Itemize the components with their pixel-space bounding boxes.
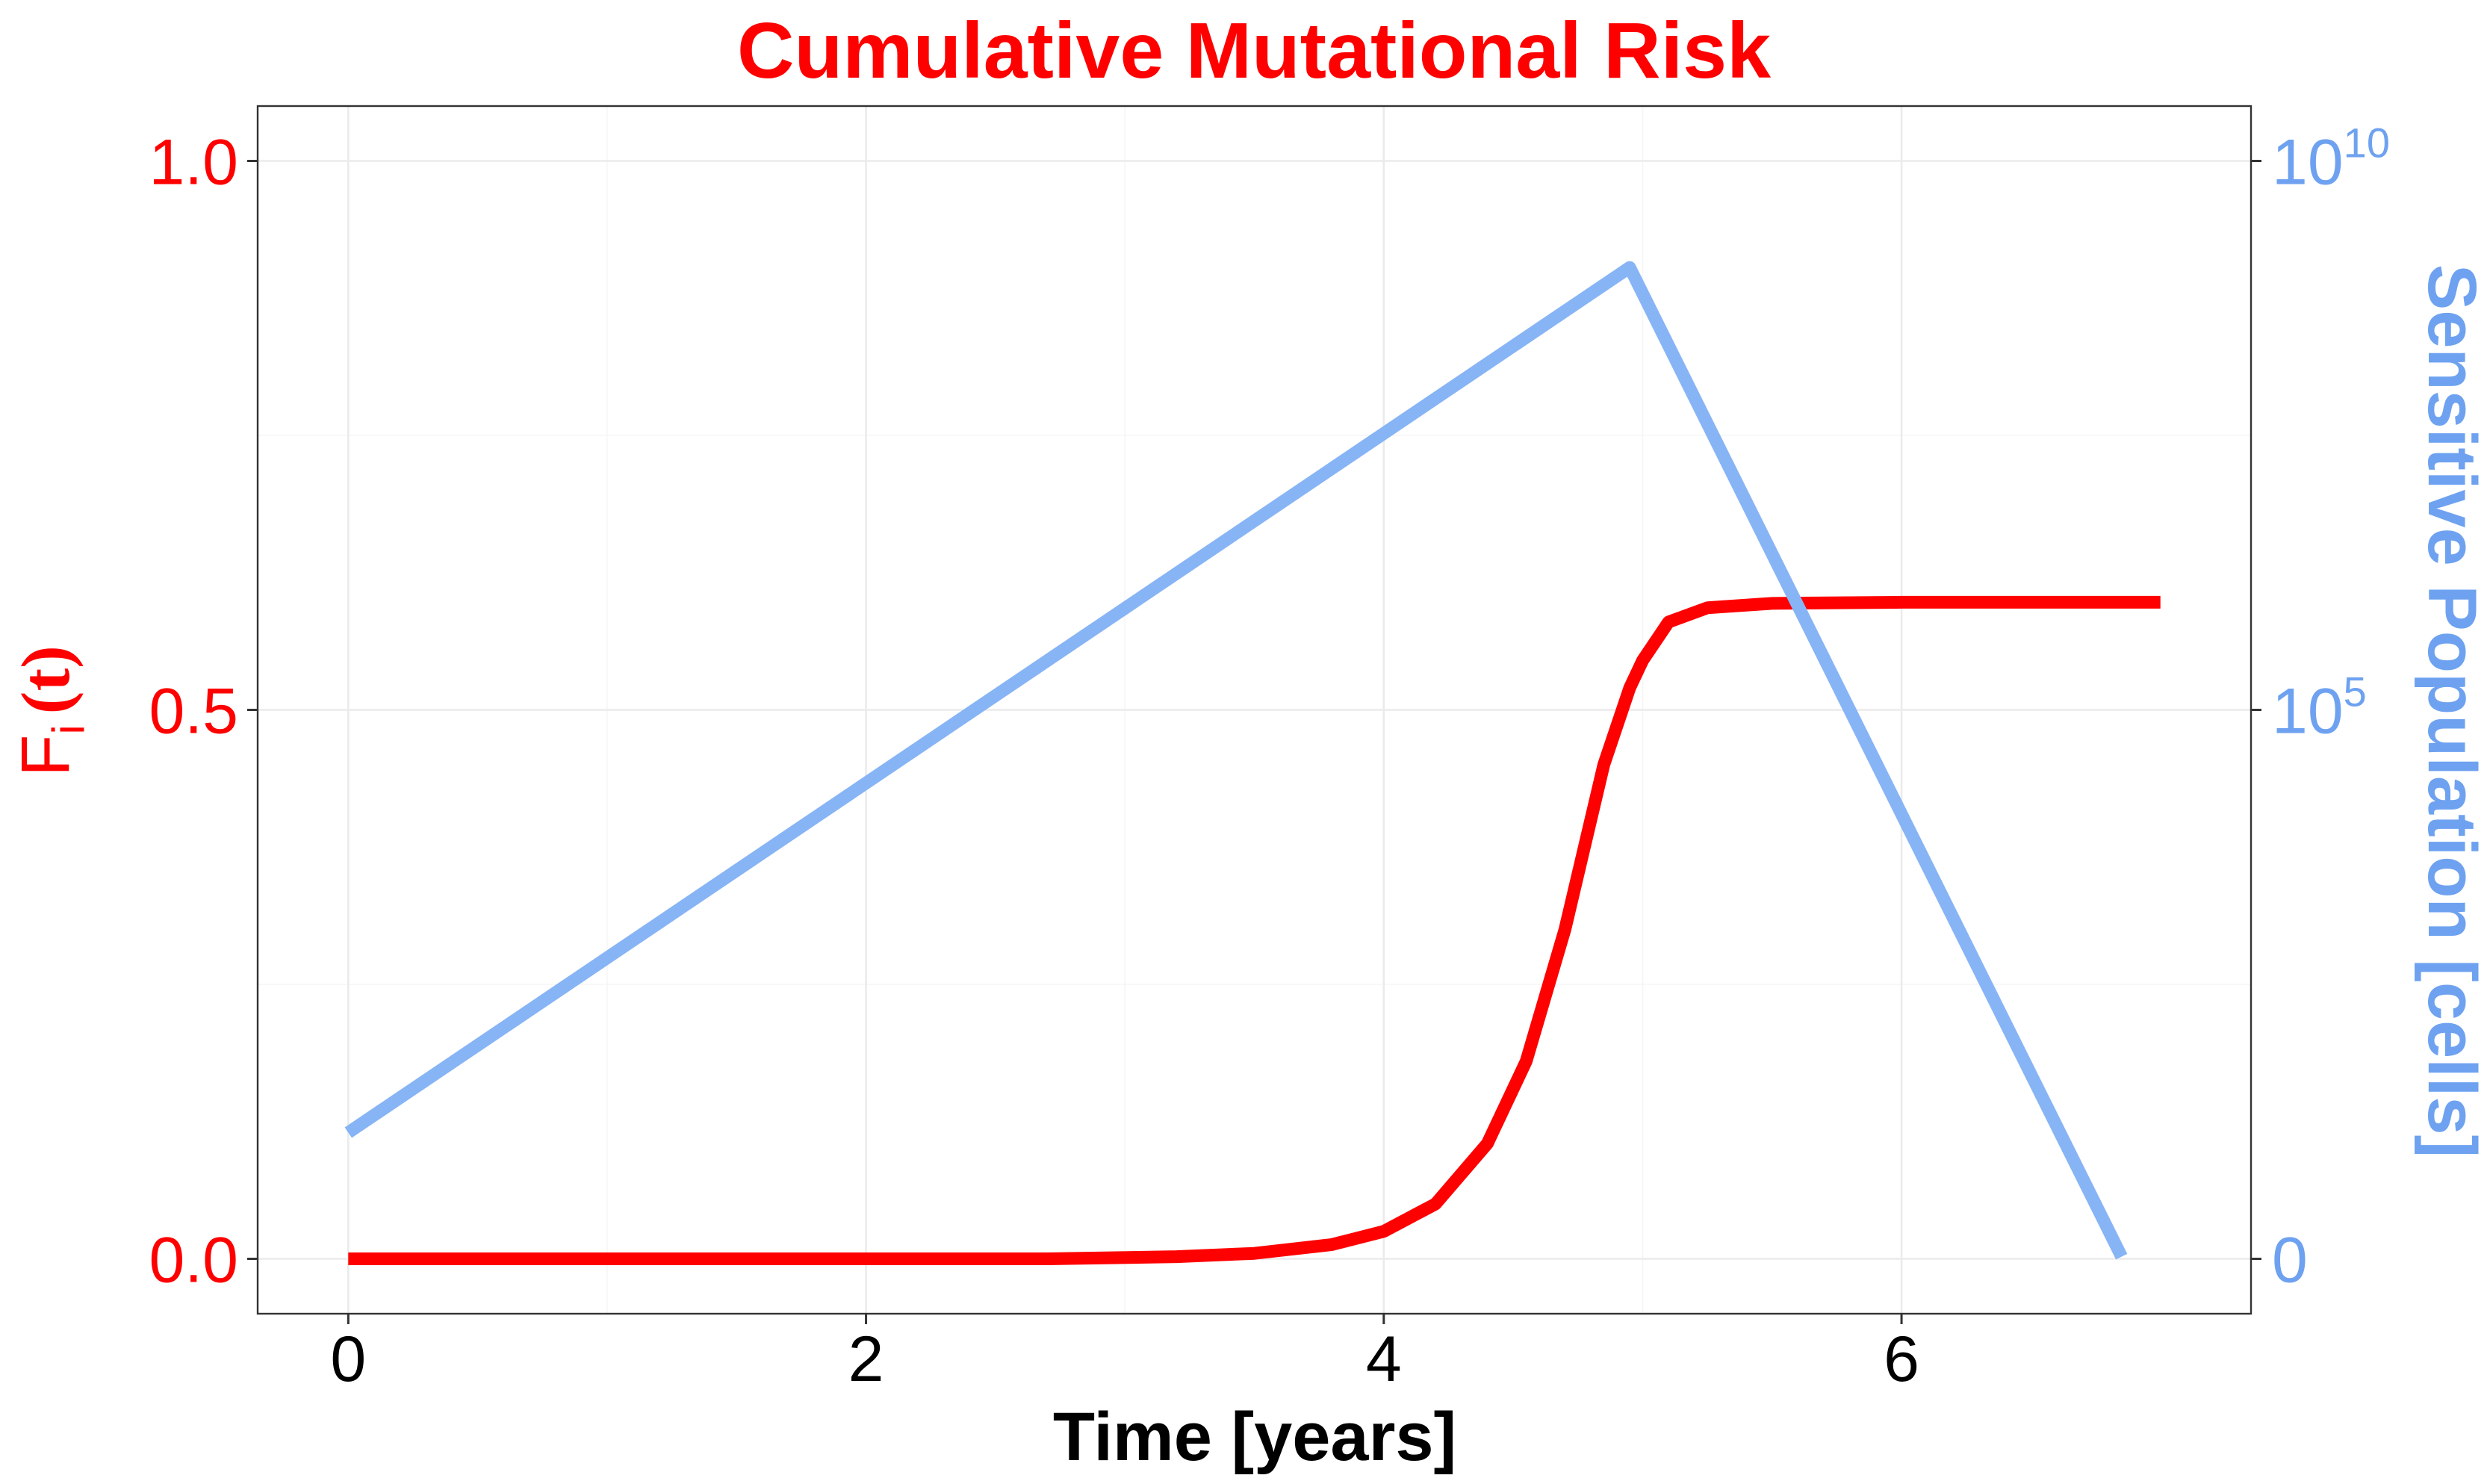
x-tick-label: 2 <box>848 1323 884 1395</box>
chart-title: Cumulative Mutational Risk <box>737 7 1772 95</box>
x-axis: 0 2 4 6 <box>330 1314 1919 1395</box>
y-axis-title-subscript: i <box>43 724 93 734</box>
y-axis-title-suffix: (t) <box>7 645 84 714</box>
y-axis-right: 0 105 1010 <box>2251 119 2390 1297</box>
y-tick-label: 0.0 <box>149 1225 238 1297</box>
series-line-sensitive-population <box>344 261 2128 1260</box>
y2-axis-title: Sensitive Population [cells] <box>2414 264 2490 1158</box>
y-axis-left: 0.0 0.5 1.0 <box>149 127 258 1297</box>
y2-tick-label: 105 <box>2272 668 2367 748</box>
series-layer <box>344 261 2161 1265</box>
y-tick-label: 0.5 <box>149 676 238 748</box>
y-axis-title-main: F <box>7 735 84 777</box>
x-axis-title: Time [years] <box>1053 1399 1456 1475</box>
y-tick-label: 1.0 <box>149 127 238 199</box>
y2-tick-label: 0 <box>2272 1225 2308 1297</box>
x-tick-label: 4 <box>1366 1323 1402 1395</box>
y2-tick-label: 1010 <box>2272 119 2390 199</box>
y-axis-title: Fi (t) <box>7 645 93 776</box>
x-tick-label: 6 <box>1884 1323 1919 1395</box>
x-tick-label: 0 <box>330 1323 366 1395</box>
series-line-risk <box>348 595 2161 1265</box>
